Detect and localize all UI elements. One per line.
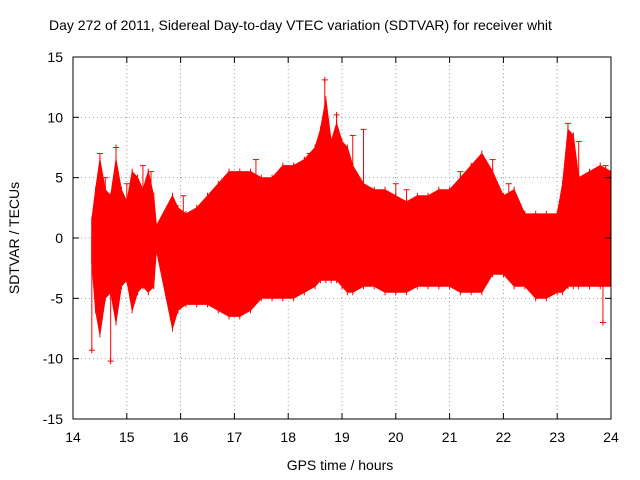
outlier-point: [321, 76, 328, 83]
x-tick-label: 24: [603, 429, 619, 445]
x-tick-label: 21: [442, 429, 458, 445]
x-tick-label: 15: [119, 429, 135, 445]
tick-marks: [72, 56, 612, 420]
x-tick-label: 17: [227, 429, 243, 445]
x-tick-label: 19: [334, 429, 350, 445]
y-tick-label: 0: [55, 230, 63, 246]
x-tick-label: 20: [388, 429, 404, 445]
y-tick-label: 5: [55, 170, 63, 186]
y-tick-label: -5: [51, 290, 64, 306]
y-tick-label: -15: [43, 411, 63, 427]
outlier-point: [88, 347, 95, 354]
x-tick-labels: 14 15 16 17 18 19 20 21 22 23 24: [65, 429, 619, 445]
x-axis-label: GPS time / hours: [287, 457, 394, 473]
data-series: [88, 76, 612, 365]
chart-title: Day 272 of 2011, Sidereal Day-to-day VTE…: [49, 17, 552, 33]
y-tick-labels: -15 -10 -5 0 5 10 15: [43, 49, 63, 427]
outlier-point: [333, 111, 340, 118]
x-tick-label: 14: [65, 429, 81, 445]
outlier-point: [599, 319, 606, 326]
x-tick-label: 18: [280, 429, 296, 445]
x-tick-label: 23: [549, 429, 565, 445]
outlier-point: [113, 144, 120, 151]
y-tick-label: 10: [47, 109, 63, 125]
outlier-point: [107, 358, 114, 365]
x-tick-label: 22: [496, 429, 512, 445]
y-tick-label: 15: [47, 49, 63, 65]
x-tick-label: 16: [173, 429, 189, 445]
y-tick-label: -10: [43, 351, 63, 367]
y-axis-label: SDTVAR / TECUs: [6, 182, 22, 294]
